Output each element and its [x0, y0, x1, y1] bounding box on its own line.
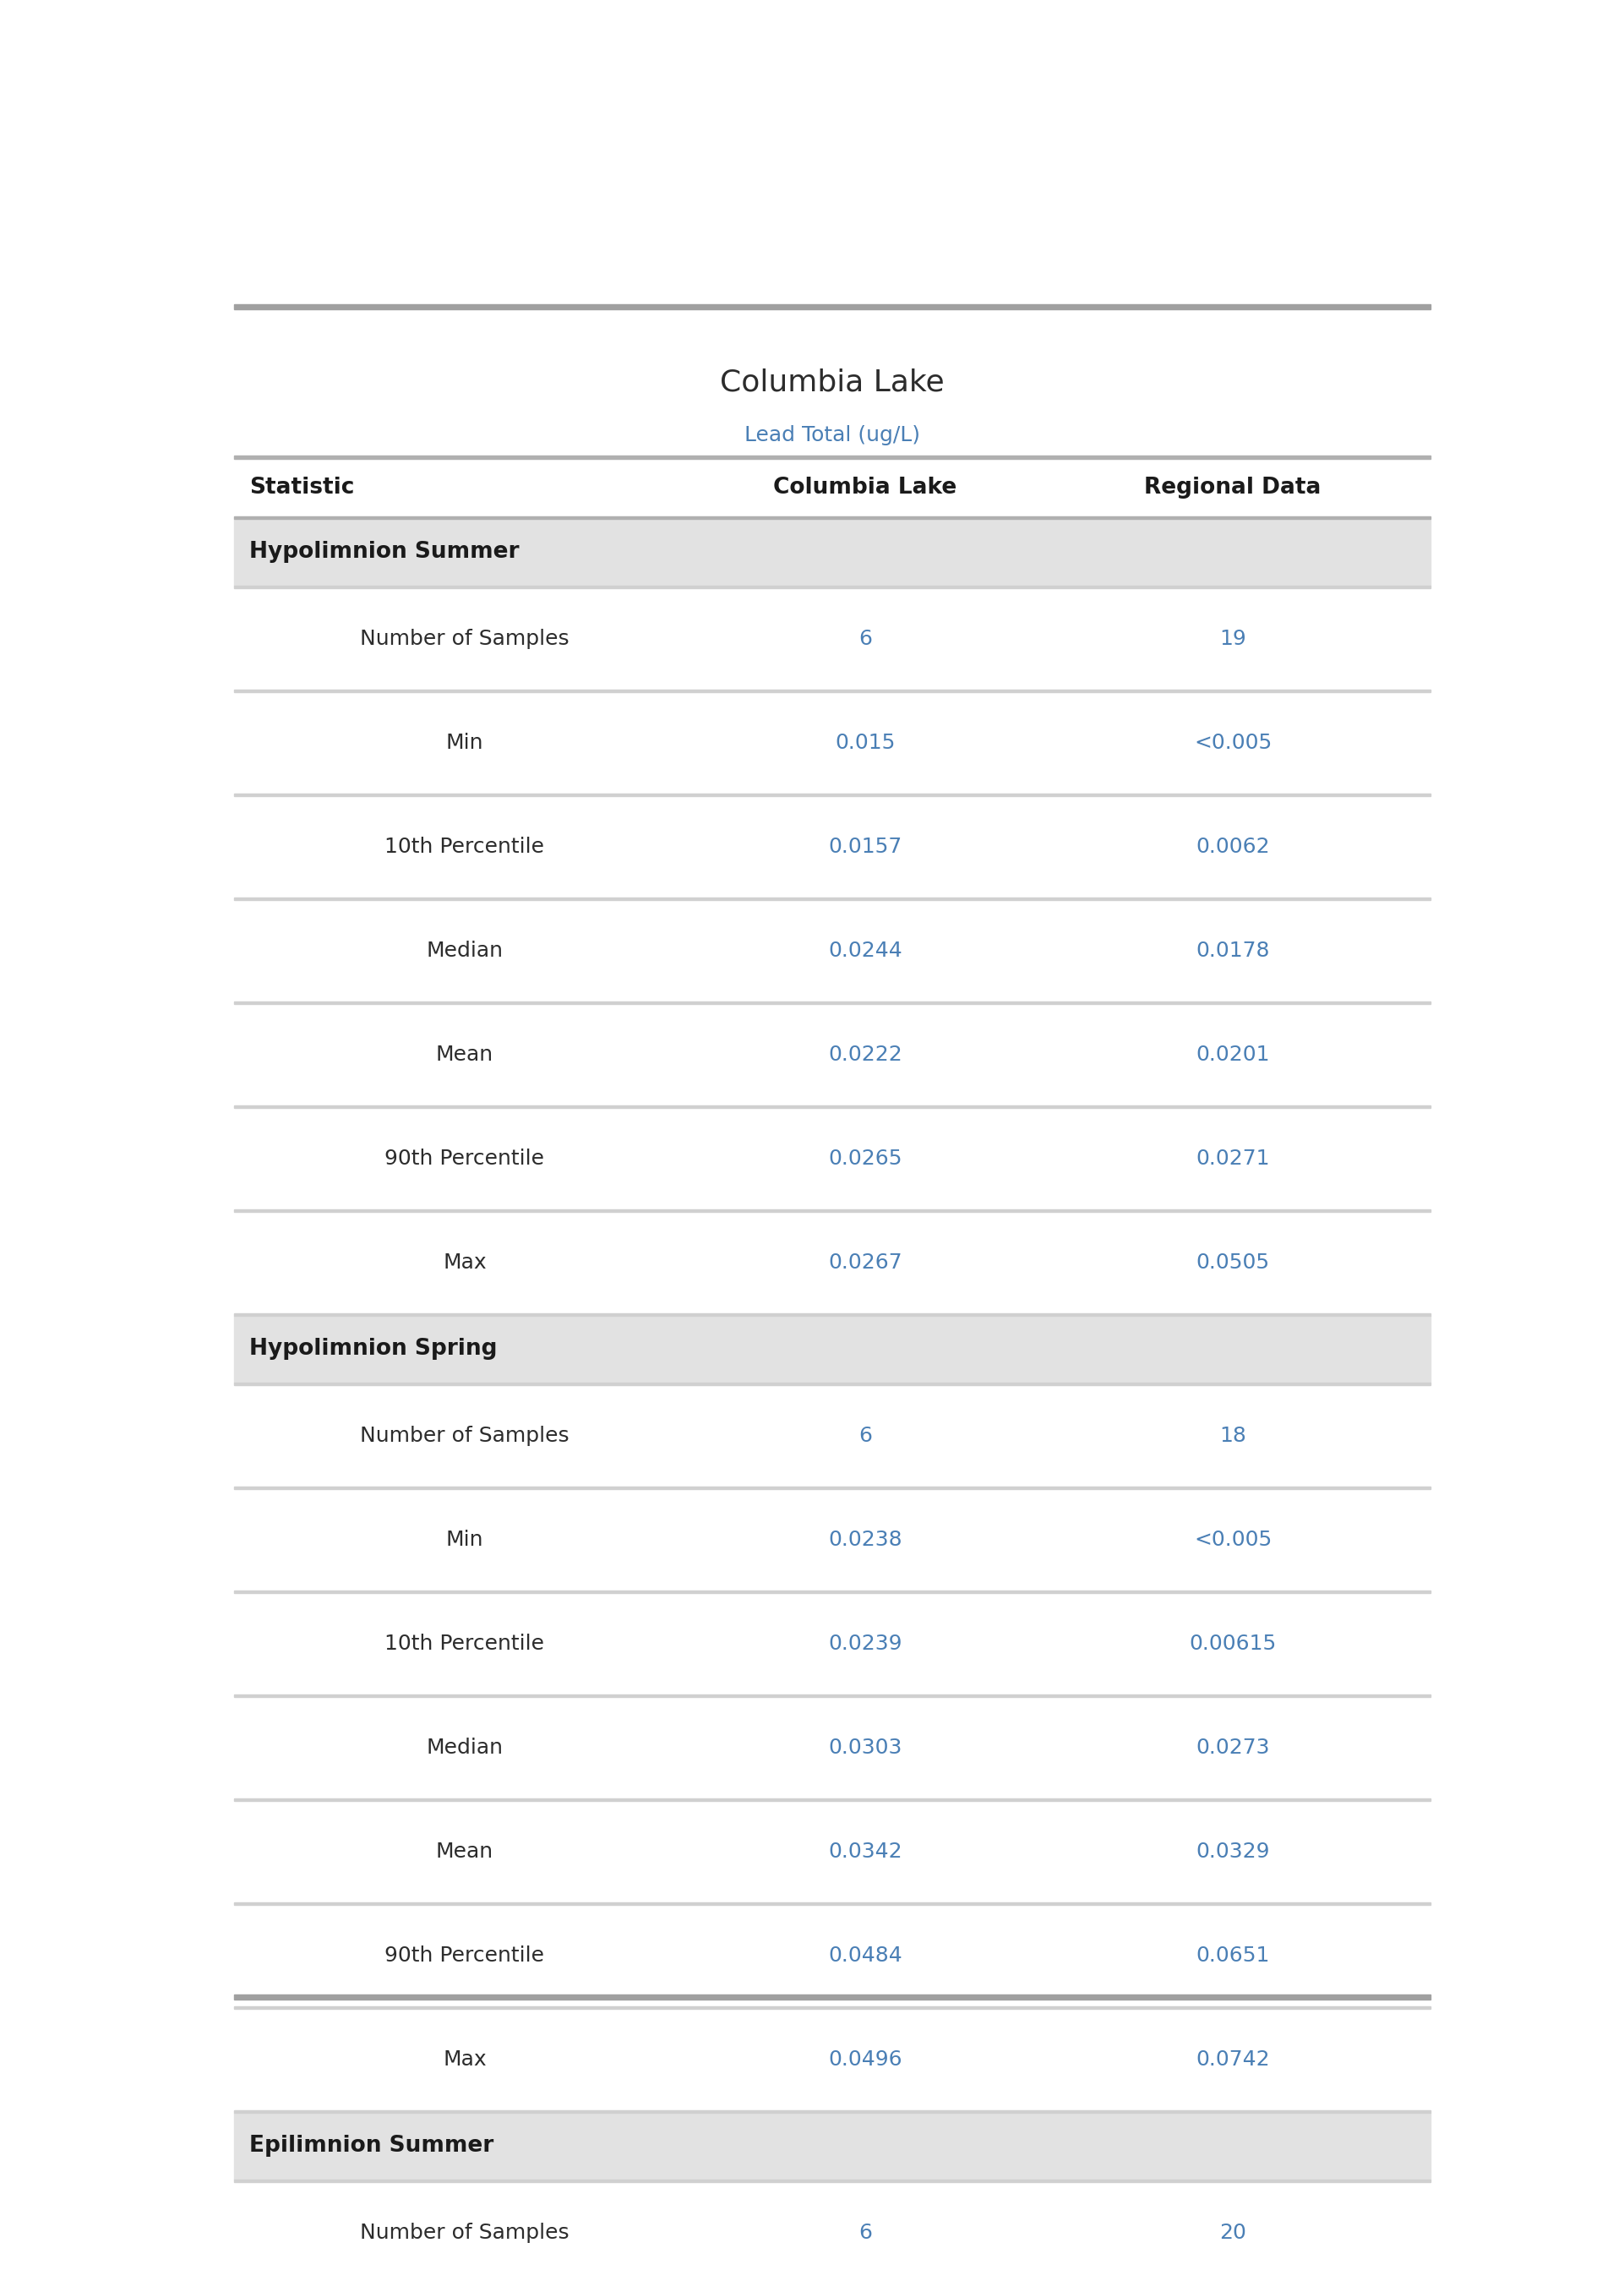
Text: Number of Samples: Number of Samples [361, 629, 570, 649]
Bar [234, 520, 1431, 586]
Text: 0.0484: 0.0484 [828, 1945, 903, 1966]
Text: 0.0505: 0.0505 [1195, 1253, 1270, 1273]
Bar [234, 797, 1431, 897]
Bar [234, 792, 1431, 797]
Bar [234, 1317, 1431, 1382]
Text: Mean: Mean [435, 1841, 494, 1861]
Text: 0.0742: 0.0742 [1195, 2050, 1270, 2070]
Bar [234, 2179, 1431, 2181]
Bar [234, 1905, 1431, 2007]
Text: 0.0267: 0.0267 [828, 1253, 903, 1273]
Bar [234, 1698, 1431, 1798]
Bar [234, 1105, 1431, 1108]
Text: Max: Max [443, 1253, 487, 1273]
Bar [234, 1108, 1431, 1210]
Text: 0.0651: 0.0651 [1195, 1945, 1270, 1966]
Text: 0.0062: 0.0062 [1195, 835, 1270, 856]
Bar [234, 1385, 1431, 1487]
Text: Number of Samples: Number of Samples [361, 2222, 570, 2243]
Text: Min: Min [447, 733, 484, 754]
Bar [234, 2111, 1431, 2113]
Text: 10th Percentile: 10th Percentile [385, 835, 544, 856]
Bar [234, 515, 1431, 520]
Text: 19: 19 [1220, 629, 1246, 649]
Bar [234, 2009, 1431, 2111]
Text: Columbia Lake: Columbia Lake [773, 477, 957, 499]
Text: 0.0239: 0.0239 [828, 1634, 903, 1655]
Text: 0.0201: 0.0201 [1195, 1044, 1270, 1065]
Text: 6: 6 [859, 1426, 872, 1446]
Bar [234, 1001, 1431, 1003]
Bar [234, 1003, 1431, 1105]
Text: 0.0157: 0.0157 [828, 835, 901, 856]
Text: Median: Median [425, 940, 503, 960]
Text: 0.0496: 0.0496 [828, 2050, 903, 2070]
Text: 90th Percentile: 90th Percentile [385, 1149, 544, 1169]
Bar [234, 1212, 1431, 1314]
Bar [234, 1693, 1431, 1698]
Bar [234, 897, 1431, 899]
Bar [234, 1594, 1431, 1693]
Text: 0.00615: 0.00615 [1189, 1634, 1276, 1655]
Text: Statistic: Statistic [250, 477, 354, 499]
Bar [234, 2181, 1431, 2270]
Text: <0.005: <0.005 [1194, 1530, 1272, 1550]
Bar [234, 899, 1431, 1001]
Text: Lead Total (ug/L): Lead Total (ug/L) [744, 424, 921, 445]
Bar [234, 1800, 1431, 1902]
Text: 0.0329: 0.0329 [1195, 1841, 1270, 1861]
Bar [234, 1798, 1431, 1800]
Text: 0.0238: 0.0238 [828, 1530, 903, 1550]
Text: Hypolimnion Spring: Hypolimnion Spring [250, 1337, 497, 1360]
Text: <0.005: <0.005 [1194, 733, 1272, 754]
Bar [234, 690, 1431, 692]
Text: 0.0273: 0.0273 [1195, 1737, 1270, 1757]
Bar [234, 1489, 1431, 1591]
Text: Mean: Mean [435, 1044, 494, 1065]
Text: Columbia Lake: Columbia Lake [719, 368, 945, 397]
Bar [234, 1314, 1431, 1317]
Text: Number of Samples: Number of Samples [361, 1426, 570, 1446]
Text: Median: Median [425, 1737, 503, 1757]
Bar [234, 1487, 1431, 1489]
Text: 6: 6 [859, 629, 872, 649]
Bar [234, 2007, 1431, 2009]
Bar [234, 692, 1431, 792]
Text: 6: 6 [859, 2222, 872, 2243]
Text: Epilimnion Summer: Epilimnion Summer [250, 2136, 494, 2156]
Text: 0.0342: 0.0342 [828, 1841, 903, 1861]
Bar [234, 1902, 1431, 1905]
Text: Regional Data: Regional Data [1145, 477, 1322, 499]
Text: 10th Percentile: 10th Percentile [385, 1634, 544, 1655]
Text: Max: Max [443, 2050, 487, 2070]
Text: 18: 18 [1220, 1426, 1246, 1446]
Text: 0.0178: 0.0178 [1195, 940, 1270, 960]
Text: 0.0271: 0.0271 [1195, 1149, 1270, 1169]
Text: 0.0265: 0.0265 [828, 1149, 903, 1169]
Bar [234, 1591, 1431, 1594]
Text: 0.0244: 0.0244 [828, 940, 903, 960]
Bar [234, 456, 1431, 459]
Text: 0.0222: 0.0222 [828, 1044, 903, 1065]
Text: 90th Percentile: 90th Percentile [385, 1945, 544, 1966]
Text: 20: 20 [1220, 2222, 1246, 2243]
Bar [234, 2113, 1431, 2179]
Text: 0.015: 0.015 [835, 733, 895, 754]
Bar [234, 1210, 1431, 1212]
Text: 0.0303: 0.0303 [828, 1737, 901, 1757]
Bar [234, 586, 1431, 588]
Text: Hypolimnion Summer: Hypolimnion Summer [250, 540, 520, 563]
Bar [234, 304, 1431, 309]
Bar [234, 588, 1431, 690]
Bar [234, 1382, 1431, 1385]
Text: Min: Min [447, 1530, 484, 1550]
Bar [234, 1993, 1431, 2000]
